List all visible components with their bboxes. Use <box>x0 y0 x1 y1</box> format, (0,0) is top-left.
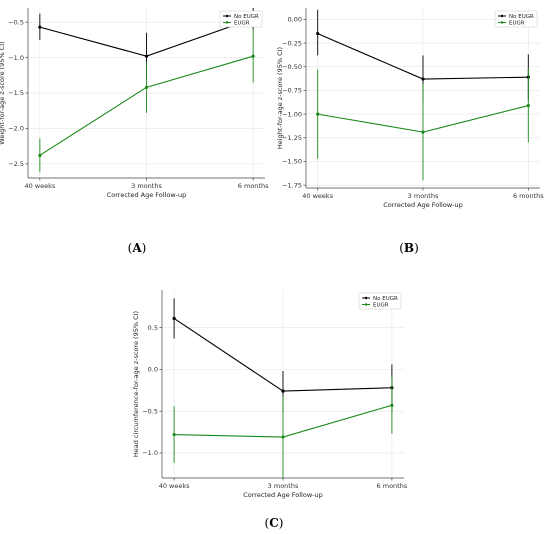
x-tick-label: 3 months <box>268 482 299 490</box>
x-axis-label: Corrected Age Follow-up <box>107 191 187 199</box>
data-point <box>251 54 255 58</box>
panel-paren-close: ) <box>414 241 419 255</box>
data-point <box>281 389 285 393</box>
legend-marker <box>364 303 368 306</box>
data-point <box>316 31 320 36</box>
y-tick-label: 0.5 <box>148 324 158 332</box>
y-tick-label: −0.50 <box>282 63 302 71</box>
legend-label: EUGR <box>509 21 525 27</box>
legend-marker <box>225 14 229 18</box>
y-tick-label: −0.25 <box>282 39 302 47</box>
data-point <box>421 130 425 134</box>
panel-letter: B <box>404 241 414 255</box>
x-tick-label: 6 months <box>238 182 269 190</box>
data-point <box>390 403 394 407</box>
data-point <box>38 153 42 157</box>
panel-paren-open: ( <box>128 241 133 255</box>
y-tick-label: −1.25 <box>282 134 302 142</box>
chart-panel-b: −1.75 −1.50 −1.25 −1.00 −0.75 −0.50 −0.25 0.00 4… <box>276 8 544 255</box>
y-tick-label: −1.50 <box>282 158 302 166</box>
legend-label: EUGR <box>373 303 389 309</box>
x-axis-label: Corrected Age Follow-up <box>383 201 463 209</box>
y-tick-label: −1.00 <box>282 110 302 118</box>
data-point <box>172 432 176 437</box>
panel-label: (C) <box>265 516 284 530</box>
data-point <box>172 316 176 321</box>
legend-label: No EUGR <box>373 296 398 302</box>
legend-label: EUGR <box>234 21 250 27</box>
data-point <box>526 103 530 108</box>
x-tick-label: 6 months <box>513 192 544 200</box>
data-point <box>38 25 42 29</box>
y-tick-label: −0.75 <box>282 87 302 95</box>
y-tick-label: −1.5 <box>8 89 24 97</box>
y-tick-label: 0.0 <box>148 366 158 374</box>
panel-label: (A) <box>128 241 147 255</box>
data-point <box>316 112 320 116</box>
panel-paren-close: ) <box>279 516 284 530</box>
data-point <box>281 435 285 439</box>
y-axis-label: Height-for-age z-score (95% CI) <box>276 47 284 149</box>
panel-paren-close: ) <box>142 241 147 255</box>
data-point <box>144 54 149 58</box>
panel-letter: A <box>131 241 142 255</box>
panel-letter: C <box>269 516 279 530</box>
x-tick-label: 3 months <box>408 192 439 200</box>
x-tick-label: 6 months <box>377 482 408 490</box>
chart-panel-a: −2.5 −2.0 −1.5 −1.0 −0.5 40 weeks 3 months 6 mo… <box>0 8 269 255</box>
y-tick-label: 0.00 <box>288 16 302 24</box>
legend-marker <box>500 14 504 18</box>
panel-paren-open: ( <box>399 241 404 255</box>
chart-panel-c: −1.0 −0.5 0.0 0.5 40 weeks 3 months 6 months Co… <box>132 290 408 530</box>
y-tick-label: −2.5 <box>8 160 24 168</box>
y-tick-label: −0.5 <box>142 407 158 415</box>
x-tick-label: 40 weeks <box>302 192 333 200</box>
x-axis-label: Corrected Age Follow-up <box>243 491 323 499</box>
x-tick-label: 3 months <box>131 182 162 190</box>
y-tick-label: −1.0 <box>142 449 158 457</box>
legend-marker <box>364 296 368 300</box>
y-tick-label: −0.5 <box>8 18 24 26</box>
x-tick-label: 40 weeks <box>159 482 190 490</box>
panel-label: (B) <box>399 241 419 255</box>
legend-marker <box>225 21 229 24</box>
x-tick-label: 40 weeks <box>24 182 55 190</box>
series-eugr <box>38 29 255 173</box>
y-axis-label: Head circumference-for-age z-score (95% … <box>132 311 140 457</box>
legend-marker <box>500 21 504 24</box>
panel-paren-open: ( <box>265 516 270 530</box>
y-tick-label: −1.0 <box>8 54 24 62</box>
series-eugr <box>172 376 394 478</box>
legend-label: No EUGR <box>234 14 259 20</box>
y-axis-label: Weight-for-age z-score (95% CI) <box>0 41 6 144</box>
data-point <box>144 85 149 89</box>
data-point <box>421 77 425 81</box>
y-tick-label: −2.0 <box>8 125 24 133</box>
series-eugr <box>316 68 530 181</box>
legend-label: No EUGR <box>509 14 534 20</box>
y-tick-label: −1.75 <box>282 181 302 189</box>
